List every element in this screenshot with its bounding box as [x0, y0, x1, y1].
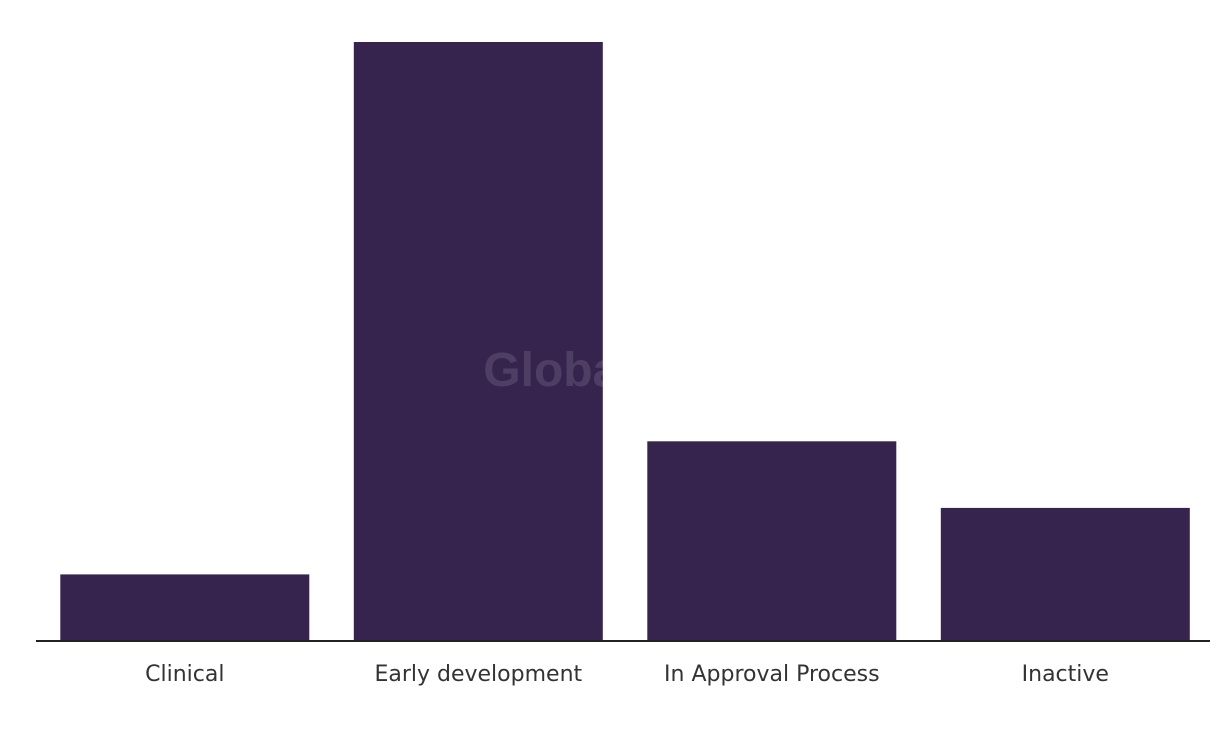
bar-in-approval-process [647, 441, 897, 641]
x-tick-label: Clinical [145, 662, 224, 687]
x-tick-labels: Clinical Early development In Approval Pro… [145, 662, 1109, 687]
x-tick-label: In Approval Process [664, 662, 880, 687]
x-tick-label: Inactive [1022, 662, 1109, 687]
bar-clinical [60, 574, 310, 641]
watermark-logo: GlobalData [483, 344, 737, 397]
bar-early-development [353, 42, 603, 641]
bars-group [60, 42, 1190, 641]
x-tick-label: Early development [374, 662, 582, 687]
bar-inactive [940, 507, 1190, 641]
